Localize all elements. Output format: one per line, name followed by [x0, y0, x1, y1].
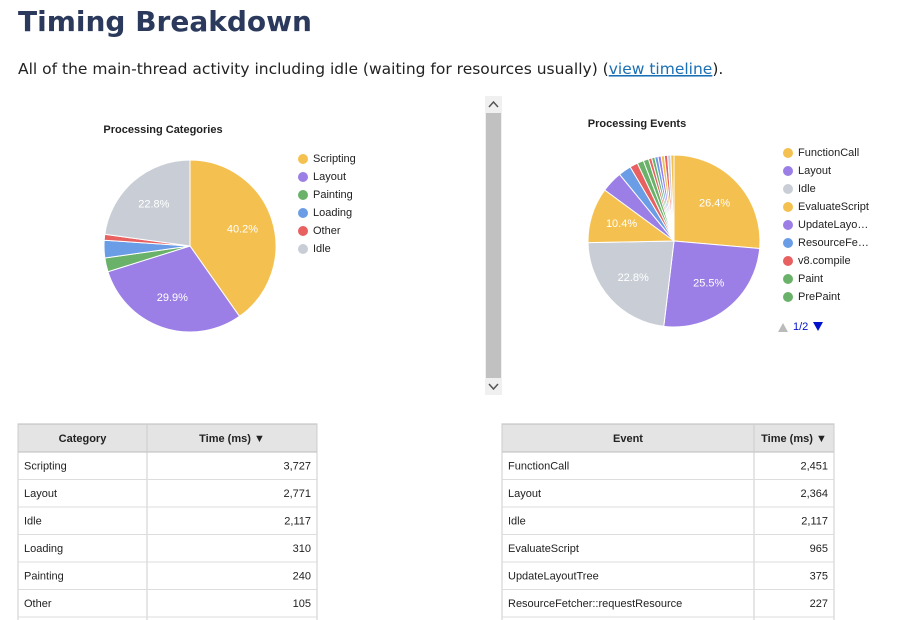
- slice-label: 25.5%: [693, 278, 724, 290]
- legend-swatch: [298, 208, 308, 218]
- table-cell: 2,451: [800, 461, 828, 473]
- pie-slice: [107, 245, 241, 333]
- legend-swatch: [298, 172, 308, 182]
- slice-label: 40.2%: [227, 223, 258, 235]
- legend-label: Idle: [798, 183, 816, 195]
- legend-label: Paint: [798, 273, 823, 285]
- legend-swatch: [783, 148, 793, 158]
- slice-label: 22.8%: [618, 272, 649, 284]
- legend-swatch: [783, 292, 793, 302]
- legend-pager[interactable]: 1/2: [778, 321, 823, 333]
- pager-next[interactable]: [813, 322, 823, 331]
- legend-swatch: [298, 244, 308, 254]
- pie-slice: [670, 154, 675, 242]
- table-header: Time (ms) ▼: [761, 433, 827, 445]
- table-cell: 2,117: [284, 516, 311, 528]
- table-cell: Idle: [24, 516, 42, 528]
- timeline-link[interactable]: view timeline: [609, 60, 713, 78]
- table-cell: Idle: [508, 516, 526, 528]
- table-cell: 965: [810, 543, 828, 555]
- page-title: Timing Breakdown: [18, 5, 312, 38]
- table-cell: EvaluateScript: [508, 543, 579, 555]
- legend-label: Layout: [798, 165, 831, 177]
- slice-label: 22.8%: [138, 198, 169, 210]
- table-cell: 3,727: [283, 461, 311, 473]
- legend-label: Layout: [313, 171, 346, 183]
- legend-label: Other: [313, 225, 341, 237]
- pager-prev[interactable]: [778, 323, 788, 332]
- pie-slice: [189, 159, 277, 318]
- table-header-bg: [501, 423, 835, 453]
- table-cell: 227: [810, 598, 828, 610]
- table-cell: 105: [293, 598, 311, 610]
- legend-swatch: [783, 256, 793, 266]
- table-cell: Layout: [24, 488, 57, 500]
- table-header: Time (ms) ▼: [199, 433, 265, 445]
- table-cell: Layout: [508, 488, 541, 500]
- table: Event Time (ms) ▼ FunctionCall 2,451 Layout 2…: [501, 423, 835, 620]
- intro: All of the main-thread activity includin…: [18, 60, 723, 78]
- pager-label: 1/2: [793, 321, 808, 333]
- table: Category Time (ms) ▼ Scripting 3,727 Layout 2…: [17, 423, 318, 620]
- legend-label: PrePaint: [798, 291, 840, 303]
- pie-slice: [104, 159, 191, 247]
- table-cell: UpdateLayoutTree: [508, 571, 599, 583]
- legend-swatch: [783, 166, 793, 176]
- table-header: Event: [613, 433, 643, 445]
- chart-title: Processing Events: [588, 118, 686, 130]
- chart-title: Processing Categories: [103, 124, 222, 136]
- legend-swatch: [783, 220, 793, 230]
- legend-swatch: [298, 226, 308, 236]
- legend-swatch: [298, 154, 308, 164]
- legend-label: UpdateLayo…: [798, 219, 868, 231]
- legend-label: FunctionCall: [798, 147, 859, 159]
- legend-label: EvaluateScript: [798, 201, 869, 213]
- legend-swatch: [783, 238, 793, 248]
- table-cell: 2,771: [283, 488, 311, 500]
- scroll-down[interactable]: [488, 383, 499, 391]
- table-cell: Loading: [24, 543, 63, 555]
- legend-swatch: [783, 184, 793, 194]
- pie-slice: [663, 240, 761, 328]
- table-header: Category: [59, 433, 108, 445]
- pie-slice: [673, 154, 761, 250]
- table-cell: 375: [810, 571, 828, 583]
- intro-end: ).: [712, 60, 723, 78]
- legend-swatch: [783, 202, 793, 212]
- legend-label: ResourceFe…: [798, 237, 869, 249]
- slice-label: 29.9%: [157, 292, 188, 304]
- table-cell: 240: [293, 571, 311, 583]
- table-cell: Scripting: [24, 461, 67, 473]
- table-cell: 2,117: [801, 516, 828, 528]
- table-cell: FunctionCall: [508, 461, 569, 473]
- table-cell: 2,364: [800, 488, 828, 500]
- legend-label: Idle: [313, 243, 331, 255]
- table-cell: 310: [293, 543, 311, 555]
- legend-label: Loading: [313, 207, 352, 219]
- legend-label: v8.compile: [798, 255, 851, 267]
- intro-text: All of the main-thread activity includin…: [18, 60, 609, 78]
- slice-label: 10.4%: [606, 218, 637, 230]
- slice-label: 26.4%: [699, 198, 730, 210]
- legend-swatch: [298, 190, 308, 200]
- legend-label: Scripting: [313, 153, 356, 165]
- legend-swatch: [783, 274, 793, 284]
- table-cell: ResourceFetcher::requestResource: [508, 598, 682, 610]
- table-cell: Painting: [24, 571, 64, 583]
- pie-slice: [587, 240, 675, 327]
- scrollbar[interactable]: [485, 96, 502, 395]
- legend-label: Painting: [313, 189, 353, 201]
- scroll-thumb[interactable]: [486, 113, 501, 378]
- table-cell: Other: [24, 598, 52, 610]
- scroll-up[interactable]: [488, 100, 499, 108]
